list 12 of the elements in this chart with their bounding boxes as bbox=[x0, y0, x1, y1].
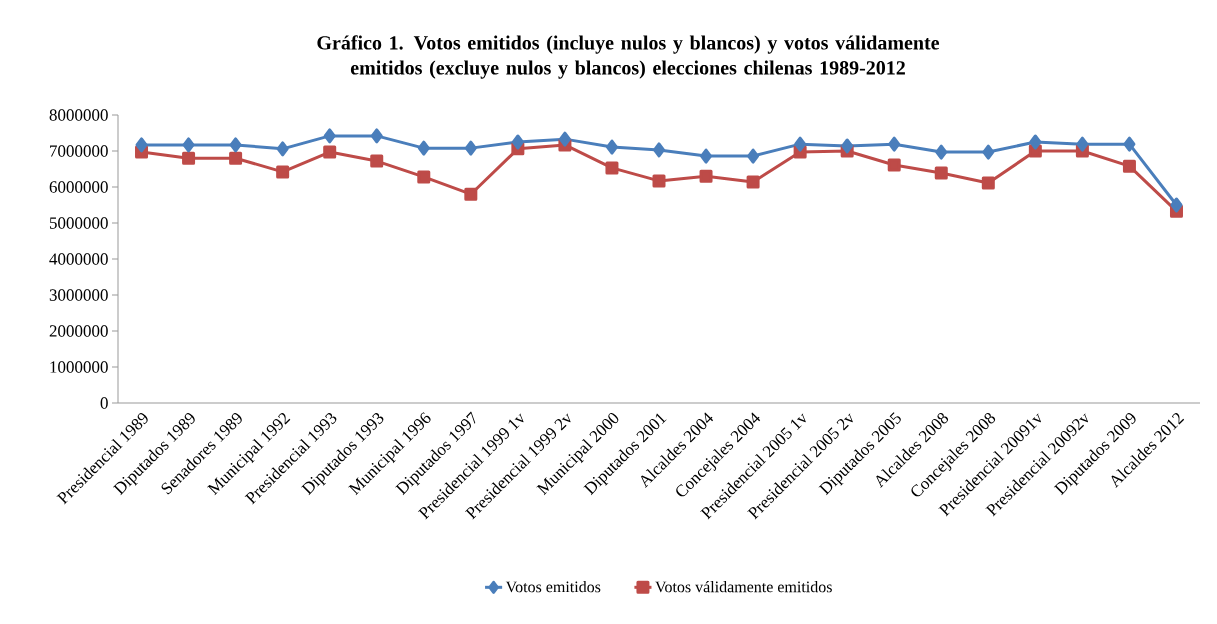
legend-label: Votos válidamente emitidos bbox=[655, 581, 832, 593]
y-tick-label: 6000000 bbox=[49, 181, 108, 193]
y-tick-label: 7000000 bbox=[50, 145, 108, 157]
y-tick-label: 1000000 bbox=[50, 361, 108, 373]
y-tick-label: 3000000 bbox=[49, 289, 108, 301]
y-tick-label: 2000000 bbox=[49, 325, 108, 337]
y-tick-label: 0 bbox=[100, 397, 108, 409]
chart-title: Gráfico 1. Votos emitidos (incluye nulos y blancos) y votos válidamente emitidos (excluye nulos y blancos) elecciones chilenas 1989-2012 bbox=[317, 35, 940, 79]
y-tick-label: 4000000 bbox=[49, 253, 108, 265]
y-tick-label: 8000000 bbox=[49, 109, 108, 121]
legend-label: Votos emitidos bbox=[505, 581, 601, 593]
y-tick-label: 5000000 bbox=[49, 217, 108, 229]
